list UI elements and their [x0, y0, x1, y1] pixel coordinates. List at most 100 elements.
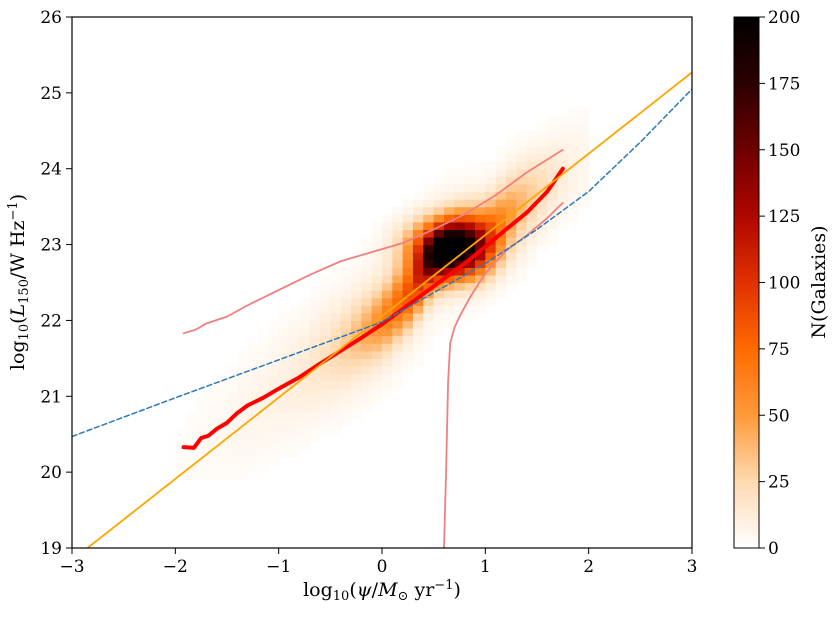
heatmap-cell	[402, 274, 414, 284]
heatmap-cell	[578, 130, 590, 139]
heatmap-cell	[506, 176, 517, 185]
heatmap-cell	[433, 328, 445, 337]
x-tick-label: −3	[59, 557, 84, 577]
heatmap-cell	[330, 373, 342, 382]
heatmap-cell	[371, 312, 383, 322]
heatmap-cell	[299, 441, 311, 450]
heatmap-cell	[351, 350, 362, 359]
heatmap-cell	[216, 449, 228, 458]
heatmap-cell	[299, 350, 311, 359]
heatmap-cell	[526, 176, 538, 185]
heatmap-cell	[495, 176, 507, 185]
heatmap-cell	[278, 441, 290, 450]
heatmap-cell	[227, 426, 238, 435]
heatmap-cell	[464, 290, 476, 299]
heatmap-cell	[392, 343, 404, 352]
heatmap-cell	[547, 229, 559, 238]
heatmap-cell	[237, 419, 249, 428]
heatmap-cell	[444, 229, 455, 238]
heatmap-cell	[361, 396, 373, 405]
heatmap-cell	[361, 312, 373, 322]
heatmap-cell	[454, 290, 466, 299]
heatmap-cell	[382, 229, 393, 238]
heatmap-cell	[216, 472, 228, 481]
heatmap-cell	[216, 388, 228, 397]
heatmap-cell	[444, 176, 455, 185]
heatmap-cell	[216, 464, 228, 473]
colorbar-tick-label: 125	[768, 207, 800, 227]
heatmap-cell	[320, 373, 331, 382]
heatmap-cell	[464, 229, 476, 238]
heatmap-cell	[330, 388, 342, 397]
heatmap-cell	[392, 229, 404, 238]
heatmap-cell	[568, 153, 579, 162]
heatmap-cell	[361, 267, 373, 276]
heatmap-cell	[361, 305, 373, 314]
heatmap-cell	[340, 259, 352, 268]
heatmap-cell	[175, 434, 187, 443]
heatmap-cell	[299, 434, 311, 443]
heatmap-cell	[196, 403, 207, 413]
heatmap-cell	[495, 244, 507, 253]
heatmap-cell	[526, 191, 538, 200]
heatmap-cell	[444, 290, 455, 299]
heatmap-cell	[454, 259, 466, 268]
heatmap-cell	[258, 396, 269, 405]
heatmap-cell	[392, 244, 404, 253]
heatmap-cell	[485, 267, 497, 276]
heatmap-cell	[371, 335, 383, 344]
heatmap-cell	[402, 358, 414, 367]
heatmap-cell	[413, 199, 424, 208]
heatmap-cell	[526, 199, 538, 208]
heatmap-cell	[506, 168, 517, 177]
heatmap-cell	[320, 350, 331, 359]
heatmap-cell	[227, 434, 238, 443]
heatmap-cell	[423, 312, 435, 322]
heatmap-cell	[351, 396, 362, 405]
heatmap-cell	[351, 282, 362, 291]
heatmap-cell	[413, 358, 424, 367]
heatmap-cell	[299, 381, 311, 390]
heatmap-cell	[309, 388, 321, 397]
heatmap-cell	[423, 183, 435, 193]
heatmap-cell	[578, 199, 590, 208]
heatmap-cell	[423, 267, 435, 276]
heatmap-cell	[247, 403, 259, 413]
heatmap-cell	[423, 305, 435, 314]
heatmap-cell	[258, 434, 269, 443]
heatmap-cell	[485, 252, 497, 261]
colorbar-label: N(Galaxies)	[808, 225, 830, 338]
heatmap-cell	[495, 267, 507, 276]
heatmap-cell	[392, 290, 404, 299]
heatmap-cell	[475, 191, 486, 200]
heatmap-cell	[268, 320, 280, 329]
heatmap-cell	[247, 434, 259, 443]
heatmap-cell	[309, 396, 321, 405]
heatmap-cell	[516, 191, 528, 200]
heatmap-cell	[361, 274, 373, 284]
heatmap-cell	[227, 365, 238, 375]
heatmap-cell	[506, 214, 517, 223]
heatmap-cell	[247, 373, 259, 382]
heatmap-cell	[485, 176, 497, 185]
heatmap-cell	[516, 168, 528, 177]
y-tick-label: 23	[40, 236, 62, 256]
heatmap-cell	[289, 373, 300, 382]
heatmap-cell	[227, 464, 238, 473]
heatmap-cell	[475, 183, 486, 193]
y-axis: 19 20 21 22 23 24 25 26	[40, 8, 72, 559]
heatmap-cell	[206, 403, 218, 413]
heatmap-cell	[351, 328, 362, 337]
heatmap-cell	[516, 161, 528, 170]
heatmap-cell	[206, 396, 218, 405]
heatmap-cell	[547, 183, 559, 193]
heatmap-cell	[392, 328, 404, 337]
heatmap-cell	[578, 123, 590, 132]
heatmap-cell	[557, 214, 569, 223]
heatmap-cell	[444, 274, 455, 284]
heatmap-cell	[475, 221, 486, 230]
heatmap-cell	[413, 320, 424, 329]
heatmap-cell	[475, 236, 486, 246]
heatmap-cell	[330, 381, 342, 390]
heatmap-cell	[320, 388, 331, 397]
